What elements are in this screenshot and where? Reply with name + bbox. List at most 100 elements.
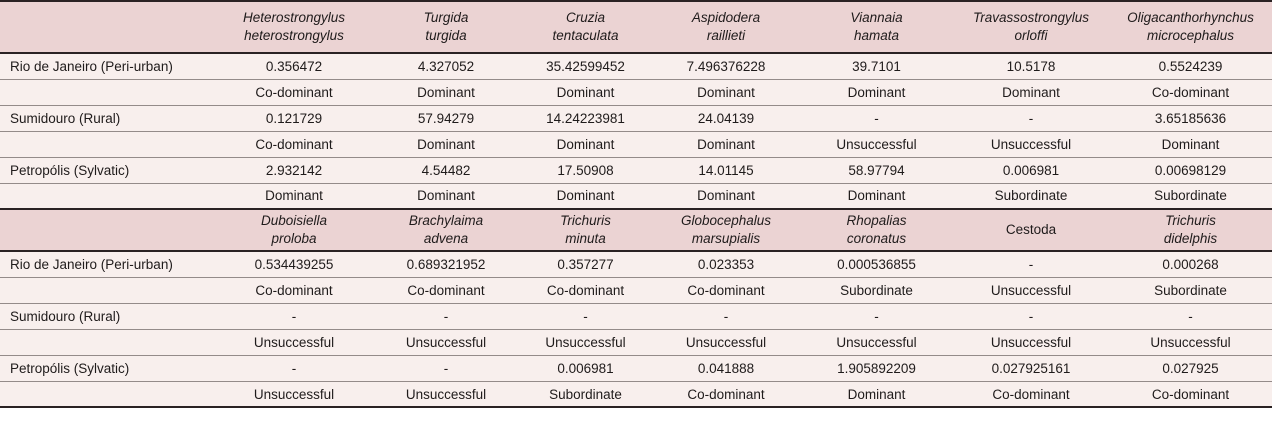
- site-label-cell: Sumidouro (Rural): [10, 308, 121, 324]
- status-cell: Subordinate: [1154, 282, 1227, 298]
- status-cell: Unsuccessful: [836, 334, 917, 350]
- value-cell: 2.932142: [265, 162, 323, 178]
- value-row: Petropólis (Sylvatic) - - 0.006981 0.041…: [0, 355, 1272, 382]
- value-cell: -: [874, 308, 879, 324]
- status-cell: Dominant: [697, 84, 755, 100]
- site-label-cell: Rio de Janeiro (Peri-urban): [10, 58, 173, 74]
- value-cell: -: [874, 110, 879, 126]
- status-cell: Unsuccessful: [990, 282, 1072, 298]
- status-cell: Co-dominant: [255, 84, 333, 100]
- status-cell: Dominant: [847, 188, 906, 204]
- species-header-cell: Brachylaima advena: [408, 213, 484, 247]
- species-header-cell: Duboisiella proloba: [260, 213, 328, 247]
- value-cell: 4.54482: [421, 162, 471, 178]
- site-label-cell: Petropólis (Sylvatic): [10, 360, 130, 376]
- parasite-dominance-table: Heterostrongylus heterostrongylus Turgid…: [0, 0, 1272, 409]
- status-row: Dominant Dominant Dominant Dominant Domi…: [0, 183, 1272, 209]
- value-cell: 57.94279: [417, 110, 475, 126]
- value-cell: 0.121729: [265, 110, 323, 126]
- status-cell: Dominant: [417, 84, 475, 100]
- species-header-cell: Trichuris didelphis: [1163, 213, 1218, 247]
- status-cell: Dominant: [697, 188, 755, 204]
- status-cell: Dominant: [847, 84, 906, 100]
- value-cell: -: [443, 308, 449, 324]
- site-label-cell: Petropólis (Sylvatic): [10, 162, 130, 178]
- status-cell: Unsuccessful: [990, 334, 1072, 350]
- value-cell: -: [1028, 257, 1034, 273]
- empty-cell: [0, 131, 215, 157]
- status-row: Co-dominant Dominant Dominant Dominant U…: [0, 131, 1272, 157]
- status-cell: Unsuccessful: [253, 334, 335, 350]
- site-label-cell: Rio de Janeiro (Peri-urban): [10, 257, 173, 273]
- status-cell: Unsuccessful: [685, 334, 767, 350]
- species-header-cell: Oligacanthorhynchus microcephalus: [1127, 9, 1254, 43]
- species-header-cell: Viannaia hamata: [850, 9, 903, 43]
- value-cell: 39.7101: [852, 58, 901, 74]
- value-cell: 3.65185636: [1154, 110, 1227, 126]
- status-cell: Dominant: [556, 188, 615, 204]
- value-cell: 1.905892209: [837, 360, 916, 376]
- status-cell: Unsuccessful: [405, 386, 487, 402]
- value-cell: 0.006981: [1002, 162, 1060, 178]
- status-row: Co-dominant Dominant Dominant Dominant D…: [0, 79, 1272, 105]
- status-cell: Co-dominant: [407, 282, 485, 298]
- value-cell: 0.006981: [557, 360, 614, 376]
- value-cell: -: [1188, 308, 1193, 324]
- value-cell: 58.97794: [848, 162, 905, 178]
- status-cell: Dominant: [847, 386, 906, 402]
- value-cell: 14.01145: [698, 162, 754, 178]
- value-cell: 0.356472: [265, 58, 323, 74]
- species-header-cell: Globocephalus marsupialis: [680, 213, 772, 247]
- status-row: Unsuccessful Unsuccessful Unsuccessful U…: [0, 329, 1272, 356]
- value-cell: 0.00698129: [1154, 162, 1227, 178]
- status-cell: Dominant: [556, 84, 615, 100]
- empty-cell: [0, 183, 215, 209]
- value-cell: -: [1028, 110, 1034, 126]
- value-row: Sumidouro (Rural) 0.121729 57.94279 14.2…: [0, 105, 1272, 131]
- status-cell: Unsuccessful: [990, 136, 1072, 152]
- value-cell: 7.496376228: [686, 58, 766, 74]
- status-cell: Co-dominant: [1151, 386, 1230, 402]
- status-cell: Unsuccessful: [253, 386, 335, 402]
- status-cell: Dominant: [417, 188, 475, 204]
- species-header-cell: Aspidodera raillieti: [691, 9, 761, 43]
- status-cell: Unsuccessful: [1150, 334, 1231, 350]
- status-cell: Subordinate: [549, 386, 622, 402]
- status-cell: Dominant: [1161, 136, 1220, 152]
- species-header-cell: Cestoda: [1005, 222, 1057, 238]
- corner-cell: [0, 209, 215, 251]
- status-row: Unsuccessful Unsuccessful Subordinate Co…: [0, 381, 1272, 408]
- value-cell: -: [723, 308, 729, 324]
- value-row: Rio de Janeiro (Peri-urban) 0.534439255 …: [0, 251, 1272, 278]
- value-cell: 0.000268: [1162, 257, 1219, 273]
- status-cell: Dominant: [556, 136, 615, 152]
- value-cell: -: [583, 308, 588, 324]
- value-cell: -: [443, 360, 449, 376]
- value-cell: 4.327052: [417, 58, 475, 74]
- value-cell: 0.023353: [697, 257, 755, 273]
- value-row: Rio de Janeiro (Peri-urban) 0.356472 4.3…: [0, 53, 1272, 79]
- species-header-cell: Heterostrongylus heterostrongylus: [242, 9, 346, 43]
- value-cell: 0.534439255: [254, 257, 334, 273]
- status-cell: Subordinate: [994, 188, 1068, 204]
- value-cell: 35.42599452: [546, 58, 625, 74]
- value-cell: 0.027925: [1162, 360, 1219, 376]
- corner-cell: [0, 1, 215, 53]
- species-header-cell: Turgida turgida: [423, 9, 469, 43]
- status-cell: Subordinate: [1154, 188, 1227, 204]
- value-row: Sumidouro (Rural) - - - - - - -: [0, 303, 1272, 330]
- value-cell: 0.5524239: [1158, 58, 1223, 74]
- value-cell: -: [291, 308, 297, 324]
- value-cell: 24.04139: [697, 110, 755, 126]
- empty-cell: [0, 277, 215, 303]
- status-cell: Subordinate: [840, 282, 913, 298]
- species-header-cell: Rhopalias coronatus: [846, 213, 907, 247]
- species-header-row-2: Duboisiella proloba Brachylaima advena T…: [0, 209, 1272, 252]
- value-cell: 14.24223981: [546, 110, 625, 126]
- status-cell: Dominant: [417, 136, 475, 152]
- status-cell: Dominant: [265, 188, 323, 204]
- status-cell: Co-dominant: [687, 386, 765, 402]
- value-cell: 0.689321952: [406, 257, 486, 273]
- status-cell: Co-dominant: [992, 386, 1070, 402]
- status-cell: Co-dominant: [546, 282, 625, 298]
